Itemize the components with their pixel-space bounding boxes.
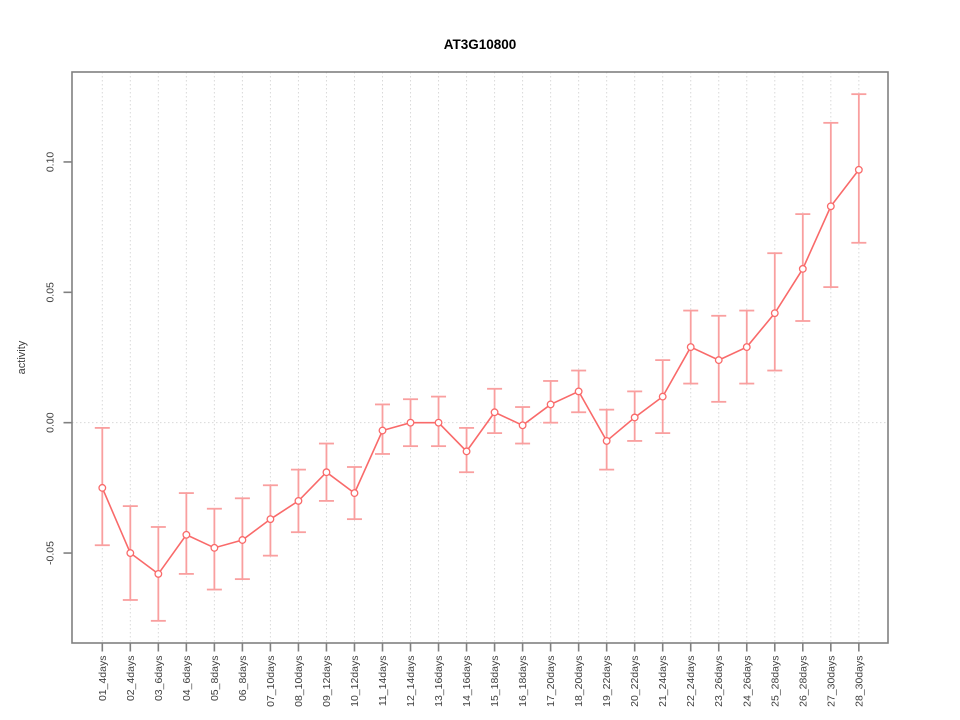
x-tick-label: 08_10days	[293, 656, 305, 707]
data-point	[518, 421, 527, 430]
data-point	[546, 400, 555, 409]
data-point	[322, 468, 331, 477]
x-tick-label: 05_8days	[209, 656, 221, 702]
x-tick-label: 12_14days	[405, 656, 417, 707]
data-point	[182, 530, 191, 539]
y-tick-label: 0.05	[45, 282, 57, 303]
x-tick-label: 10_12days	[349, 656, 361, 707]
data-point	[798, 264, 807, 273]
y-axis-title: activity	[16, 340, 28, 374]
x-tick-label: 20_22days	[629, 656, 641, 707]
x-tick-label: 03_6days	[153, 656, 165, 702]
x-tick-label: 27_30days	[825, 656, 837, 707]
x-tick-label: 21_24days	[657, 656, 669, 707]
x-tick-label: 01_4days	[97, 656, 109, 702]
data-point	[350, 489, 359, 498]
series-line	[101, 169, 860, 576]
data-point	[826, 202, 835, 211]
data-point	[434, 418, 443, 427]
data-point	[630, 413, 639, 422]
data-point	[490, 408, 499, 417]
y-tick-label: -0.05	[45, 541, 57, 565]
data-point	[714, 356, 723, 365]
data-point	[770, 309, 779, 318]
data-point	[406, 418, 415, 427]
chart-title: AT3G10800	[444, 37, 517, 52]
x-tick-label: 11_14days	[377, 656, 389, 707]
data-point	[266, 515, 275, 524]
x-tick-label: 28_30days	[853, 656, 865, 707]
data-point	[686, 343, 695, 352]
x-tick-label: 23_26days	[713, 656, 725, 707]
x-tick-label: 13_16days	[433, 656, 445, 707]
x-tick-label: 06_8days	[237, 656, 249, 702]
x-tick-label: 07_10days	[265, 656, 277, 707]
x-tick-label: 09_12days	[321, 656, 333, 707]
data-point	[98, 483, 107, 492]
data-point	[574, 387, 583, 396]
x-tick-label: 24_26days	[741, 656, 753, 707]
data-point	[602, 436, 611, 445]
data-point	[658, 392, 667, 401]
y-tick-label: 0.10	[45, 152, 57, 173]
data-point	[462, 447, 471, 456]
plot-frame	[71, 71, 889, 644]
x-tick-label: 16_18days	[517, 656, 529, 707]
data-point	[742, 343, 751, 352]
x-tick-label: 04_6days	[181, 656, 193, 702]
data-point	[854, 165, 863, 174]
data-point	[210, 543, 219, 552]
x-tick-label: 18_20days	[573, 656, 585, 707]
x-tick-label: 25_28days	[769, 656, 781, 707]
data-point	[126, 549, 135, 557]
x-tick-label: 02_4days	[125, 656, 137, 702]
plot-layer: -0.05 0.00 0.05 0.10 01_4days 02_4days 03_6day…	[45, 71, 889, 707]
x-tick-label: 14_16days	[461, 656, 473, 707]
x-tick-label: 26_28days	[797, 656, 809, 707]
y-tick-label: 0.00	[45, 412, 57, 433]
data-point	[238, 536, 247, 544]
data-point	[378, 426, 387, 435]
x-tick-label: 17_20days	[545, 656, 557, 707]
data-point	[154, 569, 163, 578]
data-point	[294, 496, 303, 505]
x-tick-label: 19_22days	[601, 656, 613, 707]
x-tick-label: 22_24days	[685, 656, 697, 707]
x-tick-label: 15_18days	[489, 656, 501, 707]
